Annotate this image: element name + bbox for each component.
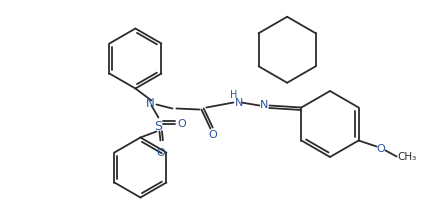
- Text: O: O: [177, 119, 186, 129]
- Text: O: O: [208, 130, 217, 140]
- Text: H: H: [230, 90, 237, 100]
- Text: O: O: [156, 147, 165, 157]
- Text: O: O: [376, 144, 385, 154]
- Text: N: N: [260, 100, 269, 110]
- Text: S: S: [154, 119, 162, 132]
- Text: N: N: [235, 97, 244, 107]
- Text: CH₃: CH₃: [397, 152, 417, 162]
- Text: N: N: [146, 97, 155, 109]
